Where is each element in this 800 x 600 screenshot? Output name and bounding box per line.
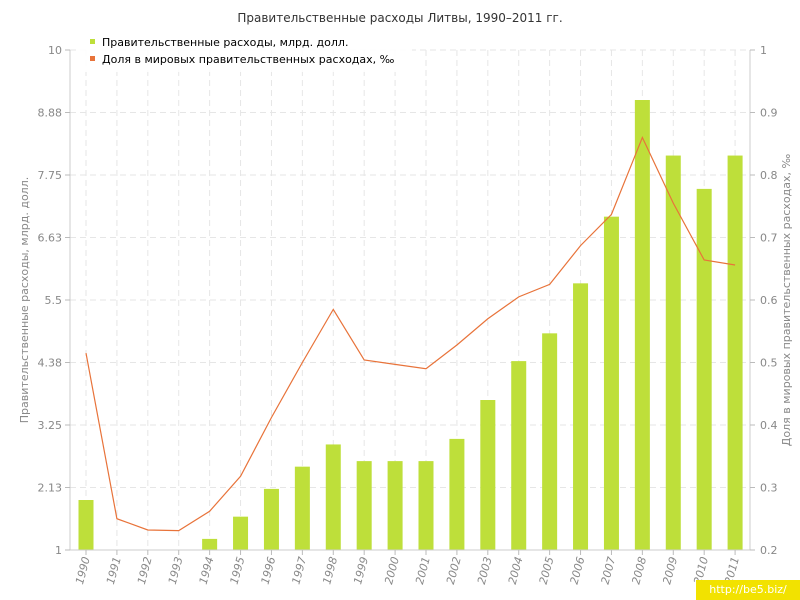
bar: [480, 400, 496, 550]
y-right-tick-label: 0.5: [760, 357, 778, 370]
bar-series: [78, 100, 743, 551]
bar: [603, 216, 619, 550]
legend-bar-label: Правительственные расходы, млрд. долл.: [102, 36, 348, 49]
y-right-tick-label: 0.7: [760, 232, 778, 245]
y-right-tick-label: 0.3: [760, 482, 778, 495]
bar: [263, 488, 279, 550]
x-tick-label: 2005: [537, 555, 557, 585]
bar: [449, 438, 465, 550]
y-axis-right-ticks: 0.2 0.3 0.4 0.5 0.6 0.7 0.8 0.9 1: [750, 44, 778, 557]
x-tick-label: 2002: [444, 555, 464, 585]
legend-line-label: Доля в мировых правительственных расхода…: [102, 53, 395, 66]
x-tick-label: 1992: [135, 555, 155, 585]
x-tick-label: 1995: [228, 555, 248, 585]
legend: Правительственные расходы, млрд. долл. Д…: [80, 34, 412, 72]
y-left-tick-label: 6.63: [38, 232, 63, 245]
x-tick-label: 1999: [351, 555, 371, 585]
legend-bar-swatch: [90, 39, 95, 44]
bar: [78, 500, 94, 550]
legend-line-swatch: [90, 56, 95, 61]
bar: [233, 516, 249, 550]
x-tick-label: 2003: [475, 555, 495, 585]
bar: [542, 333, 558, 550]
y-right-tick-label: 0.6: [760, 294, 778, 307]
line-series: [85, 135, 736, 532]
bar: [418, 461, 434, 550]
bar: [387, 461, 403, 550]
y-left-tick-label: 8.88: [38, 107, 63, 120]
bar: [573, 283, 589, 550]
x-tick-label: 1998: [320, 555, 340, 585]
y-left-tick-label: 2.13: [38, 482, 63, 495]
bar: [511, 361, 527, 550]
bar: [202, 538, 218, 550]
x-tick-label: 2000: [382, 555, 402, 585]
x-tick-label: 2008: [629, 555, 649, 585]
y-axis-left-ticks: 1 2.13 3.25 4.38 5.5 6.63 7.75 8.88 10: [38, 44, 70, 557]
line-path: [85, 135, 736, 532]
x-tick-label: 2001: [413, 555, 433, 585]
x-axis-ticks: 1990 1991 1992 1993 1994 1995 1996 1997 1998 1999…: [73, 550, 742, 586]
bar: [727, 155, 743, 551]
x-tick-label: 2007: [599, 555, 619, 585]
y-right-tick-label: 0.2: [760, 544, 778, 557]
y-left-tick-label: 1: [55, 544, 62, 557]
x-tick-label: 2009: [660, 555, 680, 585]
bar: [325, 444, 341, 550]
x-tick-label: 1991: [104, 555, 124, 585]
bar: [696, 188, 712, 550]
y-right-tick-label: 0.4: [760, 419, 778, 432]
y-left-tick-label: 10: [48, 44, 62, 57]
x-tick-label: 2006: [568, 555, 588, 585]
y-axis-right-label: Доля в мировых правительственных расхода…: [780, 154, 793, 447]
bar: [356, 461, 372, 550]
y-right-tick-label: 1: [760, 44, 767, 57]
x-tick-label: 2004: [506, 555, 526, 585]
y-left-tick-label: 4.38: [38, 357, 63, 370]
y-right-tick-label: 0.9: [760, 107, 778, 120]
watermark-link[interactable]: http://be5.biz/: [696, 580, 800, 600]
x-tick-label: 1996: [259, 555, 279, 585]
legend-box: [80, 34, 412, 72]
y-axis-left-label: Правительственные расходы, млрд. долл.: [18, 177, 31, 423]
bar: [294, 466, 310, 550]
x-tick-label: 1990: [73, 555, 93, 585]
bar: [634, 100, 650, 550]
x-tick-label: 1997: [289, 555, 309, 585]
y-right-tick-label: 0.8: [760, 169, 778, 182]
x-tick-label: 1993: [166, 555, 186, 585]
bar: [665, 155, 681, 551]
y-left-tick-label: 3.25: [38, 419, 63, 432]
chart-title: Правительственные расходы Литвы, 1990–20…: [237, 11, 562, 25]
x-tick-label: 1994: [197, 555, 217, 585]
y-left-tick-label: 7.75: [38, 169, 63, 182]
y-left-tick-label: 5.5: [45, 294, 63, 307]
